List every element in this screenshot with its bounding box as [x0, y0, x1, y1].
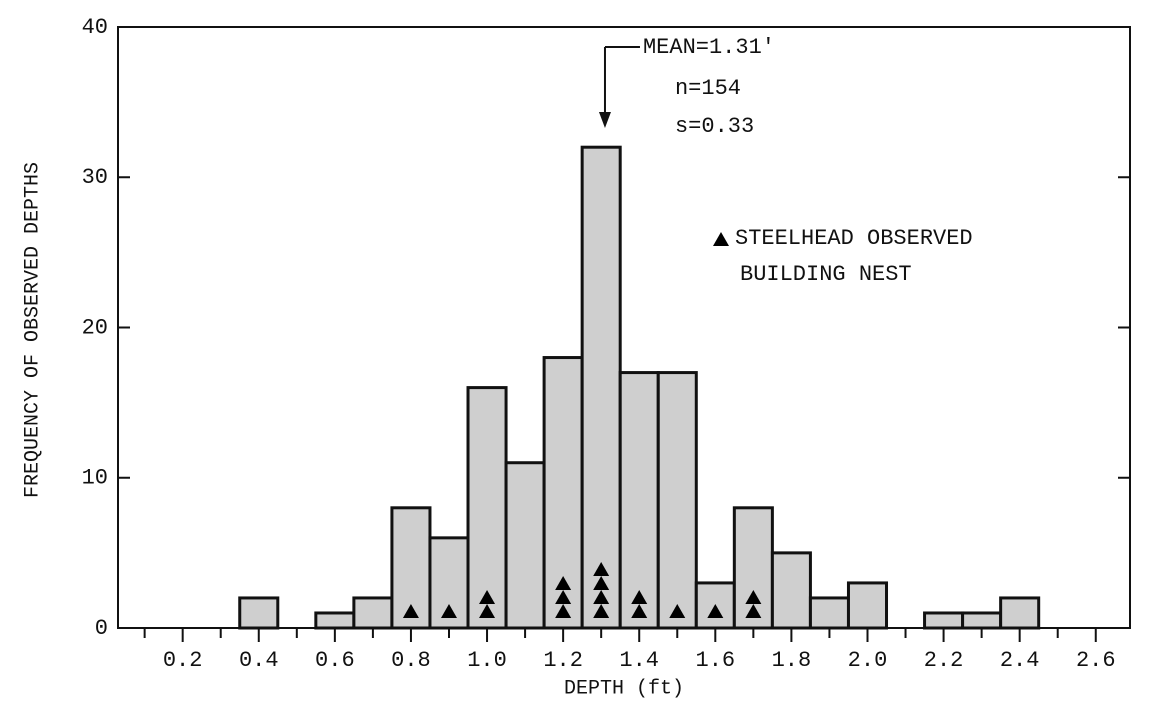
- y-tick-label: 0: [95, 616, 108, 641]
- steelhead-marker: [555, 576, 572, 590]
- steelhead-marker: [440, 604, 457, 618]
- annotation: MEAN=1.31': [643, 35, 775, 60]
- x-tick-label: 0.2: [163, 648, 203, 673]
- steelhead-marker: [593, 604, 610, 618]
- steelhead-marker: [745, 604, 762, 618]
- x-tick-label: 1.8: [772, 648, 812, 673]
- legend-marker: [713, 232, 729, 246]
- bar: [352, 596, 394, 630]
- y-tick-label: 40: [82, 15, 108, 40]
- bar: [656, 371, 698, 630]
- bar: [580, 145, 622, 630]
- arrow-head: [598, 112, 611, 128]
- y-tick-label: 10: [82, 466, 108, 491]
- steelhead-marker: [555, 604, 572, 618]
- legend-label: BUILDING NEST: [740, 262, 912, 287]
- steelhead-marker: [402, 604, 419, 618]
- steelhead-marker: [669, 604, 686, 618]
- steelhead-marker: [593, 576, 610, 590]
- steelhead-marker: [555, 590, 572, 604]
- x-tick-label: 2.4: [1000, 648, 1040, 673]
- bar: [923, 611, 965, 630]
- steelhead-marker: [479, 590, 496, 604]
- y-tick-label: 30: [82, 165, 108, 190]
- x-tick-label: 1.4: [619, 648, 659, 673]
- steelhead-marker: [631, 604, 648, 618]
- annotation: s=0.33: [675, 114, 754, 139]
- x-tick-label: 0.8: [391, 648, 431, 673]
- steelhead-marker: [745, 590, 762, 604]
- y-axis-label: FREQUENCY OF OBSERVED DEPTHS: [21, 162, 44, 498]
- bar: [999, 596, 1041, 630]
- x-tick-label: 0.6: [315, 648, 355, 673]
- x-tick-label: 2.6: [1076, 648, 1116, 673]
- bar: [808, 596, 850, 630]
- y-tick-label: 20: [82, 315, 108, 340]
- bar: [618, 371, 660, 630]
- x-tick-label: 0.4: [239, 648, 279, 673]
- bar: [238, 596, 280, 630]
- annotation: n=154: [675, 76, 741, 101]
- legend-label: STEELHEAD OBSERVED: [735, 226, 973, 251]
- bar: [770, 551, 812, 630]
- steelhead-marker: [631, 590, 648, 604]
- x-axis-label: DEPTH (ft): [564, 677, 684, 700]
- steelhead-marker: [593, 590, 610, 604]
- steelhead-marker: [593, 562, 610, 576]
- x-tick-label: 1.2: [543, 648, 583, 673]
- x-tick-label: 2.2: [924, 648, 964, 673]
- x-tick-label: 1.6: [696, 648, 736, 673]
- x-tick-label: 1.0: [467, 648, 507, 673]
- steelhead-marker: [707, 604, 724, 618]
- x-tick-label: 2.0: [848, 648, 888, 673]
- bar: [314, 611, 356, 630]
- steelhead-marker: [479, 604, 496, 618]
- bar: [961, 611, 1003, 630]
- bar: [846, 581, 889, 630]
- bar: [504, 461, 546, 630]
